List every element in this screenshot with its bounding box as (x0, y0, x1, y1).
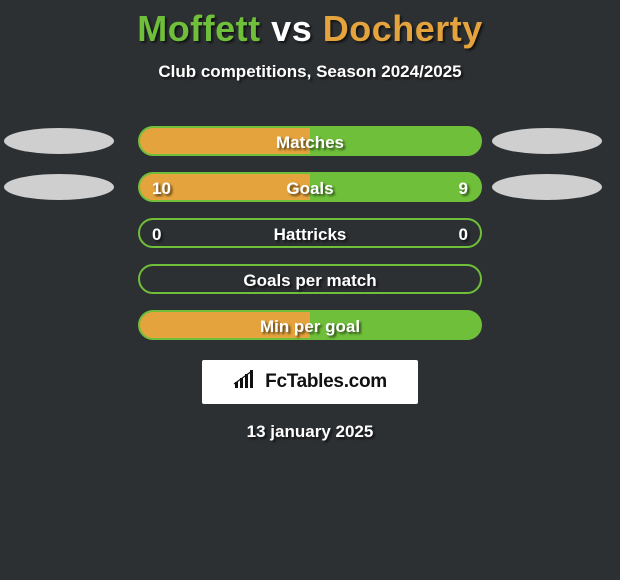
stat-label: Goals per match (140, 266, 480, 296)
stat-row: Goals per match (0, 260, 620, 306)
stat-row: Hattricks0 0 (0, 214, 620, 260)
stat-value-right: 9 (459, 174, 468, 204)
bar-chart-icon (233, 370, 259, 395)
subtitle: Club competitions, Season 2024/2025 (0, 62, 620, 82)
title-player2: Docherty (323, 8, 483, 49)
comparison-rows: Matches Goals10 9 Hattricks0 0 Goals per matc… (0, 122, 620, 352)
stat-row: Min per goal (0, 306, 620, 352)
logo-text: FcTables.com (265, 371, 387, 393)
logo-box: FcTables.com (202, 360, 418, 404)
stat-value-left: 0 (152, 220, 161, 250)
stat-pill: Hattricks0 0 (138, 218, 482, 248)
stat-row: Goals10 9 (0, 168, 620, 214)
ellipse-right (492, 128, 602, 154)
stat-value-left: 10 (152, 174, 171, 204)
title-vs: vs (271, 8, 312, 49)
ellipse-left (4, 174, 114, 200)
stat-label: Min per goal (140, 312, 480, 342)
title-player1: Moffett (137, 8, 260, 49)
stat-label: Matches (140, 128, 480, 158)
comparison-infographic: Moffett vs Docherty Club competitions, S… (0, 8, 620, 580)
ellipse-right (492, 174, 602, 200)
date-text: 13 january 2025 (0, 422, 620, 442)
stat-pill: Min per goal (138, 310, 482, 340)
stat-label: Goals (140, 174, 480, 204)
stat-row: Matches (0, 122, 620, 168)
page-title: Moffett vs Docherty (0, 8, 620, 50)
stat-pill: Matches (138, 126, 482, 156)
stat-pill: Goals per match (138, 264, 482, 294)
ellipse-left (4, 128, 114, 154)
stat-label: Hattricks (140, 220, 480, 250)
stat-pill: Goals10 9 (138, 172, 482, 202)
stat-value-right: 0 (459, 220, 468, 250)
